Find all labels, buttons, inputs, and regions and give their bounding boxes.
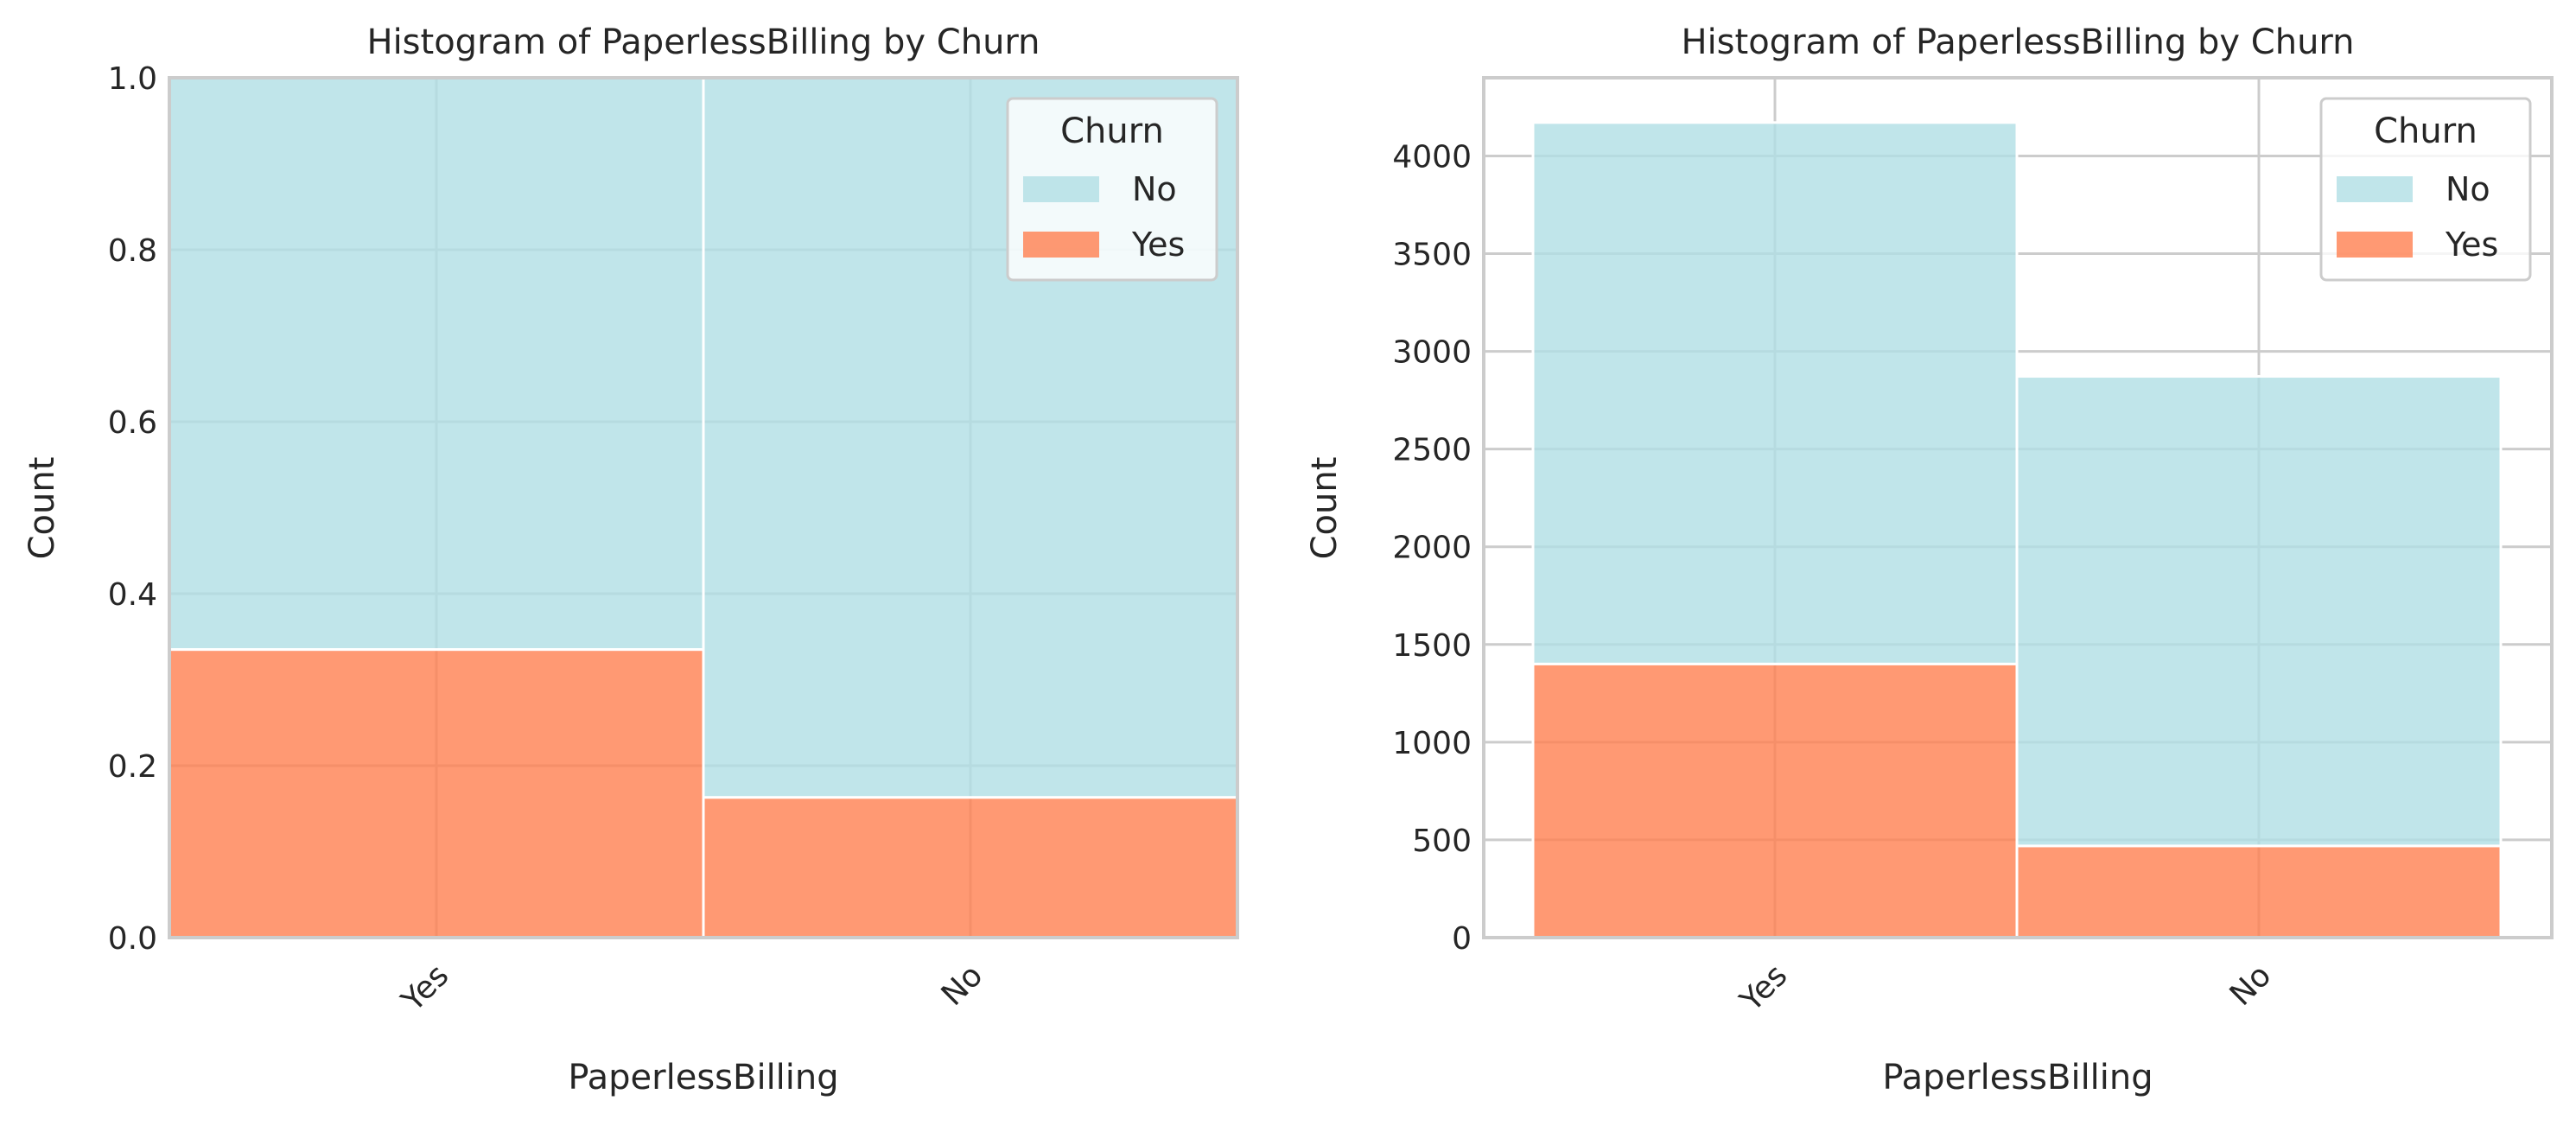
y-tick-label: 3000 <box>1392 335 1472 371</box>
legend-swatch-yes <box>2337 232 2413 258</box>
bars <box>1531 121 2503 939</box>
legend-title: Churn <box>1060 111 1164 151</box>
y-tick-label: 500 <box>1412 824 1472 859</box>
plot-frame <box>168 76 1239 939</box>
x-axis-label: PaperlessBilling <box>568 1058 838 1097</box>
y-tick-label: 4000 <box>1392 139 1472 175</box>
bar-yes-no <box>2015 844 2503 939</box>
legend: Churn No Yes <box>2319 97 2532 282</box>
legend-swatch-no <box>1023 176 1099 202</box>
bar-yes-yes <box>168 648 705 939</box>
legend-title: Churn <box>2374 111 2477 151</box>
legend-label-no: No <box>1132 170 1177 208</box>
y-axis-label: Count <box>1305 457 1345 560</box>
bar-no-no <box>2015 375 2503 848</box>
y-tick-labels: 0.0 0.2 0.4 0.6 0.8 1.0 <box>108 61 157 957</box>
y-tick-label: 2500 <box>1392 433 1472 468</box>
y-tick-label: 0.6 <box>108 405 157 441</box>
legend-swatch-no <box>2337 176 2413 202</box>
chart-title: Histogram of PaperlessBilling by Churn <box>366 22 1040 62</box>
y-tick-label: 0.0 <box>108 921 157 957</box>
y-tick-label: 3500 <box>1392 238 1472 273</box>
y-tick-label: 1.0 <box>108 61 157 97</box>
bar-yes-no <box>702 796 1239 939</box>
y-tick-label: 0.8 <box>108 233 157 269</box>
y-tick-label: 0.4 <box>108 577 157 613</box>
legend-label-no: No <box>2446 170 2490 208</box>
y-tick-label: 1000 <box>1392 726 1472 761</box>
y-tick-label: 1500 <box>1392 628 1472 664</box>
legend: Churn No Yes <box>1006 97 1218 282</box>
bar-yes-yes <box>1531 662 2019 939</box>
chart-title: Histogram of PaperlessBilling by Churn <box>1681 22 2354 62</box>
legend-label-yes: Yes <box>2445 226 2498 264</box>
legend-label-yes: Yes <box>1131 226 1185 264</box>
plot-frame <box>1482 76 2554 939</box>
bar-no-yes <box>168 76 705 652</box>
x-axis-label: PaperlessBilling <box>1882 1058 2153 1097</box>
y-tick-label: 0 <box>1452 921 1472 957</box>
y-tick-label: 2000 <box>1392 531 1472 566</box>
bar-no-yes <box>1531 121 2019 665</box>
y-tick-labels: 0 500 1000 1500 2000 2500 3000 3500 4000 <box>1392 139 1472 957</box>
legend-swatch-yes <box>1023 232 1099 258</box>
y-axis-label: Count <box>22 457 62 560</box>
chart-panel-proportion: 0.0 0.2 0.4 0.6 0.8 1.0 Yes No Histogram of Pa… <box>22 22 1239 1097</box>
y-tick-label: 0.2 <box>108 749 157 785</box>
chart-panel-counts: 0 500 1000 1500 2000 2500 3000 3500 4000 Yes No H… <box>1305 22 2554 1097</box>
